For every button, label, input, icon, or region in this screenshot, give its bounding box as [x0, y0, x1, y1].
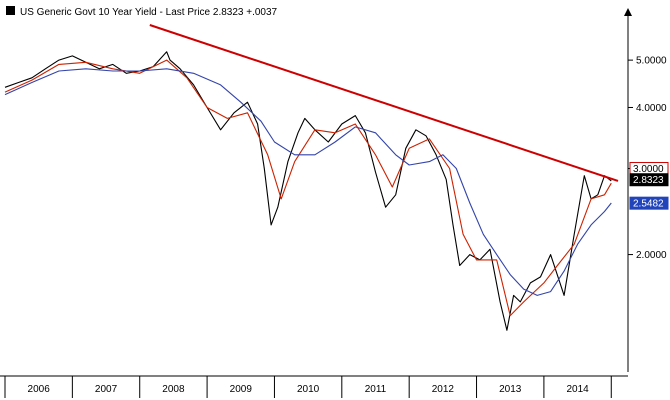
legend-label: US Generic Govt 10 Year Yield - Last Pri…	[20, 7, 278, 18]
x-tick-label: 2007	[95, 384, 118, 395]
series-line-3	[4, 68, 612, 296]
x-tick-label: 2010	[297, 384, 320, 395]
x-tick-label: 2006	[28, 384, 51, 395]
series-line-1	[4, 51, 612, 331]
x-tick-label: 2009	[230, 384, 253, 395]
x-tick-label: 2008	[162, 384, 185, 395]
axes: 5.00004.00003.00002.00003.00002.83232.54…	[0, 8, 669, 398]
value-marker-box	[629, 173, 669, 187]
value-marker-label: 2.5482	[633, 199, 664, 210]
x-tick-label: 2011	[365, 384, 387, 395]
y-tick-label: 2.0000	[636, 250, 667, 261]
legend: US Generic Govt 10 Year Yield - Last Pri…	[6, 6, 278, 18]
value-marker-box	[629, 196, 669, 210]
y-tick-label: 4.0000	[636, 103, 667, 114]
plot-area	[4, 24, 619, 331]
value-marker-label: 3.0000	[633, 164, 664, 175]
x-tick-label: 2012	[432, 384, 455, 395]
black-square-icon	[6, 6, 15, 15]
series-line-2	[4, 59, 612, 317]
series-line-4	[149, 24, 619, 182]
y-tick-label: 5.0000	[636, 56, 667, 67]
x-tick-label: 2013	[499, 384, 522, 395]
value-marker-label: 2.8323	[633, 175, 664, 186]
y-axis-arrow	[624, 8, 632, 16]
x-tick-label: 2014	[566, 384, 589, 395]
